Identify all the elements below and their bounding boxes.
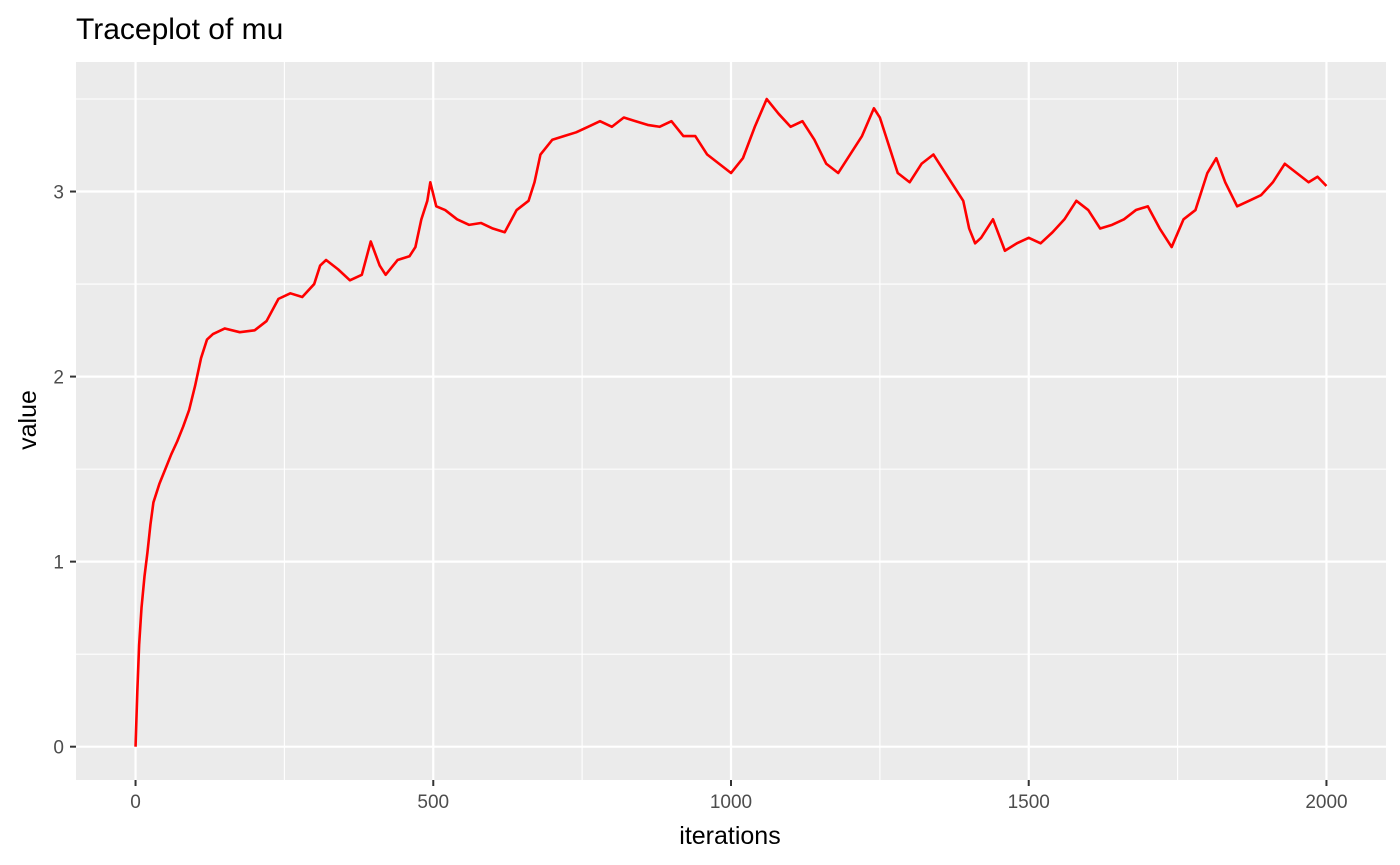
series-layer: [134, 97, 1328, 747]
y-tick-label: 0: [53, 738, 64, 759]
series-line-0: [134, 97, 1328, 747]
x-axis-ticks: 0 500 1000 1500 2000: [130, 780, 1348, 813]
y-tick-label: 3: [53, 183, 64, 204]
x-tick-label: 1000: [710, 792, 752, 813]
major-gridlines: [76, 62, 1386, 780]
x-tick-label: 500: [417, 792, 449, 813]
x-tick-label: 1500: [1008, 792, 1050, 813]
y-axis-title: value: [14, 390, 42, 450]
y-axis-ticks: 0 1 2 3: [53, 183, 76, 759]
chart-title: Traceplot of mu: [76, 13, 283, 46]
x-tick-label: 0: [130, 792, 141, 813]
y-tick-label: 1: [53, 553, 64, 574]
x-axis-title: iterations: [679, 822, 780, 850]
y-tick-label: 2: [53, 368, 64, 389]
x-tick-label: 2000: [1305, 792, 1347, 813]
